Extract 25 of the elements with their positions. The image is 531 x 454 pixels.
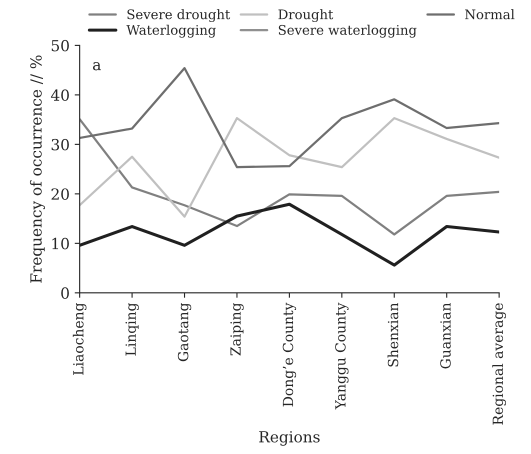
y-tick-label: 20 [52, 188, 69, 200]
y-tick-label: 40 [50, 89, 69, 101]
legend-label: Normal [465, 9, 514, 20]
y-tick-label: 10 [52, 238, 69, 250]
x-tick-label: Guanxian [440, 302, 451, 369]
y-tick-label: 50 [52, 40, 69, 52]
y-tick-label: 0 [61, 287, 69, 299]
legend-label: Drought [278, 9, 334, 22]
x-tick-label: Dong’e County [282, 302, 296, 406]
y-axis-title: Frequency of occurrence // % [30, 55, 45, 283]
x-tick-label: Gaotang [178, 302, 192, 362]
line-series [80, 117, 500, 218]
x-tick-label: Liaocheng [72, 302, 86, 375]
line-series [80, 118, 500, 236]
x-tick-label: Regional average [492, 303, 506, 425]
x-tick-label: Linqing [126, 302, 139, 356]
legend-label: Severe drought [127, 9, 230, 22]
y-tick-label: 30 [52, 138, 69, 150]
x-axis-title: Regions [259, 431, 320, 446]
x-tick-label: Zaiping [230, 302, 244, 356]
annotation: a [92, 62, 101, 70]
legend-label: Waterlogging [126, 24, 216, 38]
x-tick-label: Shenxian [388, 302, 398, 367]
legend-label: Severe waterlogging [278, 24, 417, 38]
x-tick-label: Yanggu County [335, 302, 349, 410]
